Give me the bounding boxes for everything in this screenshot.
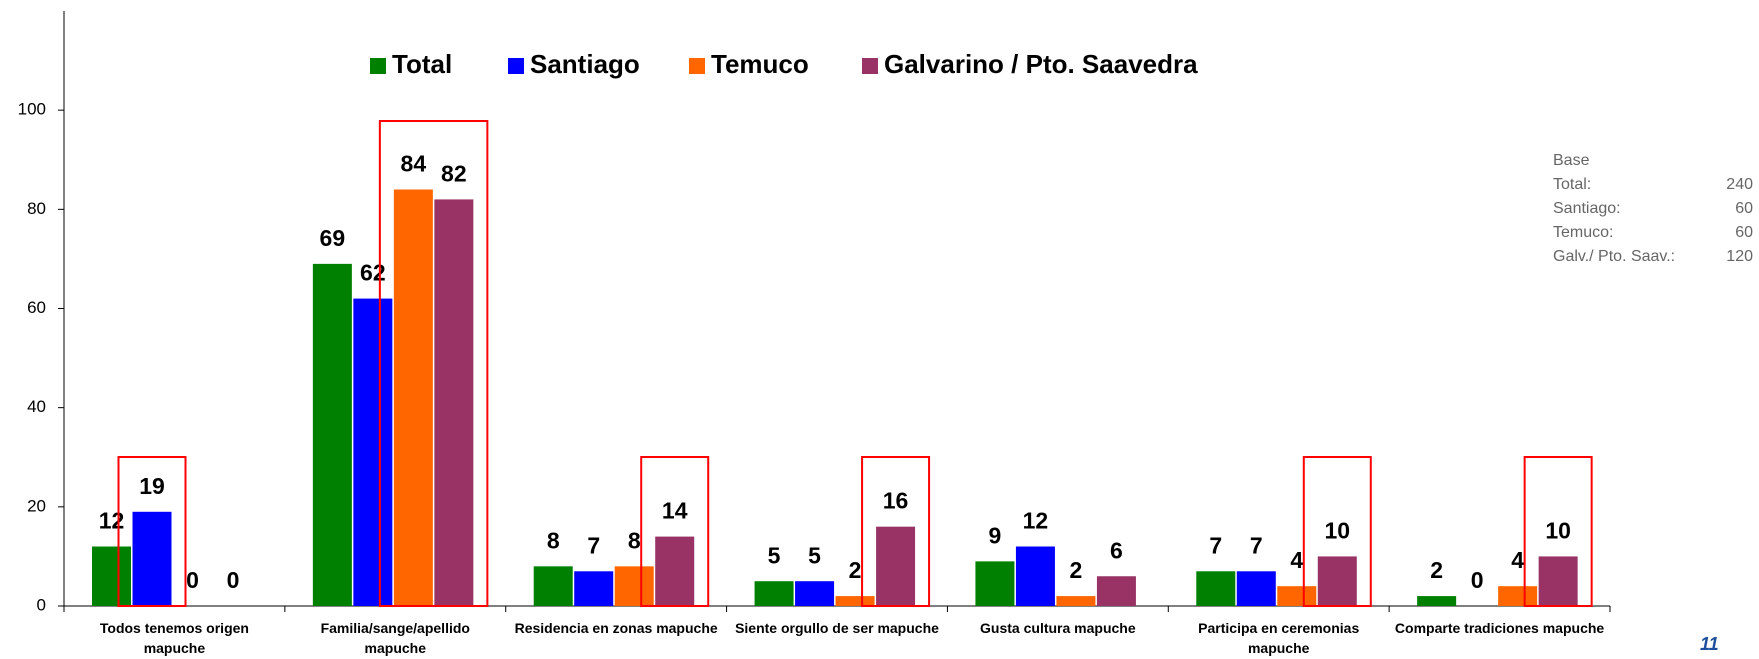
data-label: 84: [401, 151, 427, 177]
base-value: 60: [1735, 224, 1753, 241]
data-label: 8: [628, 527, 641, 553]
legend-label: Galvarino / Pto. Saavedra: [884, 49, 1198, 79]
bar: [614, 566, 654, 606]
x-tick-label: Familia/sange/apellido mapuche: [320, 620, 470, 656]
data-label: 10: [1324, 517, 1350, 543]
base-label: Temuco:: [1553, 224, 1614, 241]
y-tick-label: 60: [27, 298, 46, 317]
highlight-box: [861, 456, 931, 607]
base-row: Total: 240: [1553, 176, 1753, 194]
data-label: 7: [1250, 532, 1263, 558]
data-label: 0: [186, 567, 199, 593]
data-label: 16: [883, 488, 909, 514]
data-label: 0: [227, 567, 240, 593]
x-tick-label: Todos tenemos origen mapuche: [99, 620, 249, 656]
data-label: 8: [547, 527, 560, 553]
bar: [92, 546, 131, 606]
bar: [574, 571, 614, 606]
y-tick-label: 0: [37, 595, 46, 614]
bar: [835, 596, 875, 606]
data-label: 7: [587, 532, 600, 558]
bar: [1096, 576, 1136, 606]
data-label: 14: [662, 498, 688, 524]
base-value: 240: [1726, 176, 1753, 193]
highlight-box: [378, 120, 489, 607]
bar: [393, 189, 433, 606]
legend-swatch: [689, 58, 705, 74]
base-label: Galv./ Pto. Saav.:: [1553, 248, 1676, 265]
data-label: 10: [1545, 517, 1571, 543]
base-label: Total:: [1553, 176, 1592, 193]
bar: [1277, 586, 1317, 606]
highlight-box: [117, 456, 187, 607]
bar: [353, 298, 393, 606]
legend-label: Total: [392, 49, 452, 79]
bar: [876, 526, 916, 606]
bar: [1196, 571, 1236, 606]
bar: [975, 561, 1015, 606]
legend-label: Temuco: [711, 49, 809, 79]
bar: [533, 566, 573, 606]
data-label: 19: [139, 473, 165, 499]
bar: [434, 199, 474, 606]
base-title: Base: [1553, 152, 1590, 169]
highlight-box: [1302, 456, 1372, 607]
x-tick-label: Comparte tradiciones mapuche: [1394, 620, 1605, 636]
x-tick-label: Participa en ceremonias mapuche: [1198, 620, 1360, 656]
data-label: 2: [849, 557, 862, 583]
highlight-box: [640, 456, 710, 607]
legend-swatch: [370, 58, 386, 74]
data-label: 5: [768, 542, 781, 568]
data-label: 62: [360, 260, 386, 286]
data-label: 12: [99, 508, 125, 534]
data-label: 0: [1471, 567, 1484, 593]
x-tick-label: Residencia en zonas mapuche: [514, 620, 718, 636]
base-value: 60: [1735, 200, 1753, 217]
data-label: 12: [1023, 508, 1049, 534]
bar: [1236, 571, 1276, 606]
data-label: 7: [1209, 532, 1222, 558]
x-tick-label: Siente orgullo de ser mapuche: [735, 620, 939, 636]
data-label: 2: [1070, 557, 1083, 583]
base-row: Santiago: 60: [1553, 200, 1753, 218]
bar: [1538, 556, 1578, 606]
legend-swatch: [508, 58, 524, 74]
bar: [795, 581, 835, 606]
base-row: Galv./ Pto. Saav.: 120: [1553, 248, 1753, 266]
base-row: Temuco: 60: [1553, 224, 1753, 242]
bar: [1015, 546, 1055, 606]
data-label: 5: [808, 542, 821, 568]
bar: [1498, 586, 1538, 606]
y-tick-label: 100: [18, 100, 46, 119]
base-label: Santiago:: [1553, 200, 1621, 217]
y-tick-label: 20: [27, 496, 46, 515]
bar: [1417, 596, 1457, 606]
y-tick-label: 40: [27, 397, 46, 416]
bar: [1056, 596, 1096, 606]
page-number: 11: [1700, 634, 1719, 654]
x-tick-label: Gusta cultura mapuche: [980, 620, 1136, 636]
bar: [132, 511, 172, 606]
bar: [754, 581, 794, 606]
legend-label: Santiago: [530, 49, 640, 79]
base-value: 120: [1726, 248, 1753, 265]
data-label: 9: [989, 522, 1002, 548]
bar: [1317, 556, 1357, 606]
bar: [312, 263, 352, 606]
data-label: 4: [1511, 547, 1524, 573]
bar: [655, 536, 695, 606]
data-label: 6: [1110, 537, 1123, 563]
y-tick-label: 80: [27, 199, 46, 218]
legend-swatch: [862, 58, 878, 74]
data-label: 69: [320, 225, 346, 251]
data-label: 4: [1290, 547, 1303, 573]
data-label: 82: [441, 160, 467, 186]
highlight-box: [1523, 456, 1593, 607]
data-label: 2: [1430, 557, 1443, 583]
